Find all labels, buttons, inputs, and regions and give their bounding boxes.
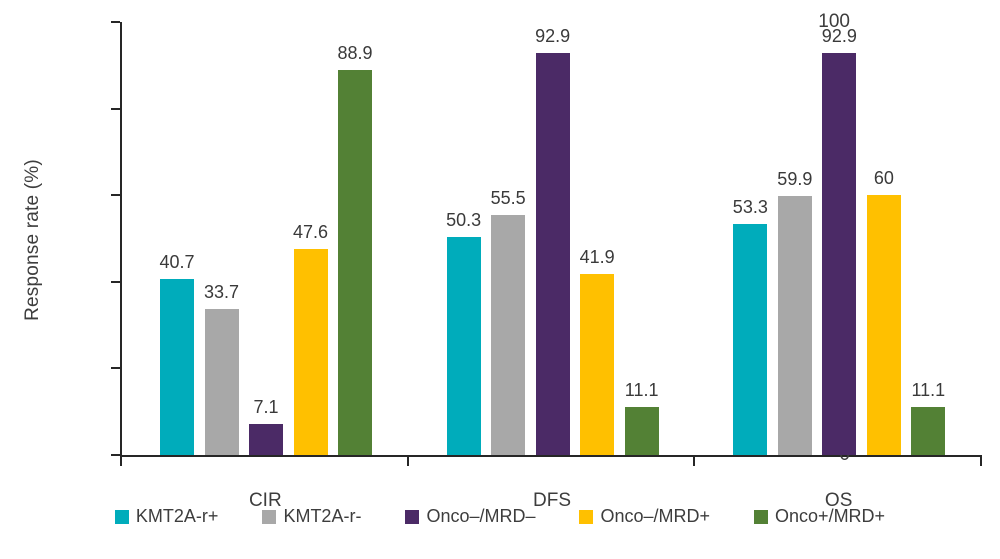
bar-value-label: 33.7 (203, 282, 240, 303)
bar-value-label: 88.9 (337, 43, 373, 64)
legend-label: KMT2A-r- (283, 506, 362, 526)
bar-Onco+/MRD+-CIR (338, 70, 372, 455)
legend-item-Onco–/MRD–: Onco–/MRD– (405, 506, 535, 527)
legend-item-Onco–/MRD+: Onco–/MRD+ (579, 506, 710, 527)
bar-value-label: 92.9 (821, 25, 857, 46)
bar-KMT2A-r+-OS (733, 224, 768, 455)
bar-Onco–/MRD+-OS (866, 195, 901, 455)
y-axis-title: Response rate (%) (22, 159, 43, 321)
y-axis-tick (111, 194, 120, 197)
legend-swatch-icon (579, 509, 594, 524)
bar-KMT2A-r--OS (777, 195, 812, 455)
x-axis-tick (693, 457, 696, 466)
y-axis-tick (111, 107, 120, 110)
y-axis-tick (111, 21, 120, 23)
legend-item-Onco+/MRD+: Onco+/MRD+ (754, 506, 885, 527)
bar-value-label: 55.5 (490, 187, 526, 208)
bar-value-label: 7.1 (253, 397, 279, 418)
legend-label: Onco–/MRD– (426, 506, 536, 526)
bar-value-label: 41.9 (579, 246, 615, 267)
y-axis-tick (111, 367, 120, 370)
legend-swatch-icon (754, 509, 769, 524)
legend-swatch-icon (114, 509, 129, 524)
legend-swatch-icon (405, 509, 420, 524)
legend-label: Onco+/MRD+ (775, 506, 886, 526)
legend-item-KMT2A-r+: KMT2A-r+ (114, 506, 219, 527)
bar-KMT2A-r--CIR (204, 309, 239, 455)
bar-Onco–/MRD–-DFS (535, 52, 570, 455)
x-category-label: DFS (533, 490, 571, 511)
bar-KMT2A-r+-DFS (446, 237, 481, 455)
bar-value-label: 11.1 (911, 379, 946, 400)
bar-value-label: 40.7 (159, 251, 195, 272)
legend-item-KMT2A-r-: KMT2A-r- (262, 506, 361, 527)
x-category-label: OS (824, 490, 853, 511)
bar-value-label: 53.3 (732, 197, 768, 218)
bar-KMT2A-r--DFS (491, 214, 526, 455)
chart-legend: KMT2A-r+ KMT2A-r- Onco–/MRD– Onco–/MRD+ Onco… (0, 506, 1000, 527)
bar-Onco–/MRD+-CIR (293, 248, 328, 455)
bar-value-label: 47.6 (292, 221, 329, 242)
x-category-label: CIR (248, 490, 282, 511)
bar-value-label: 50.3 (446, 210, 482, 231)
bar-value-label: 59.9 (777, 168, 813, 189)
legend-swatch-icon (262, 509, 277, 524)
bar-value-label: 60 (873, 168, 894, 189)
bar-Onco–/MRD+-DFS (580, 273, 615, 455)
legend-label: KMT2A-r+ (135, 506, 219, 526)
x-axis-tick (406, 457, 409, 466)
bar-Onco+/MRD+-OS (911, 406, 946, 455)
legend-label: Onco–/MRD+ (600, 506, 711, 526)
plot-area: 02040608010040.733.77.147.688.9CIR50.355… (111, 11, 982, 511)
bar-value-label: 92.9 (535, 25, 571, 46)
bar-Onco+/MRD+-DFS (624, 406, 659, 455)
x-axis-line (120, 455, 982, 457)
bar-Onco–/MRD–-CIR (249, 424, 283, 455)
bar-KMT2A-r+-CIR (160, 278, 194, 455)
bar-Onco–/MRD–-OS (822, 52, 857, 455)
bar-value-label: 11.1 (624, 379, 659, 400)
y-axis-tick-label: 100 (818, 11, 850, 32)
y-axis-tick (111, 454, 120, 456)
y-axis-line (120, 22, 122, 464)
x-axis-tick (980, 457, 982, 466)
y-axis-tick (111, 280, 120, 283)
x-axis-tick (120, 457, 122, 466)
